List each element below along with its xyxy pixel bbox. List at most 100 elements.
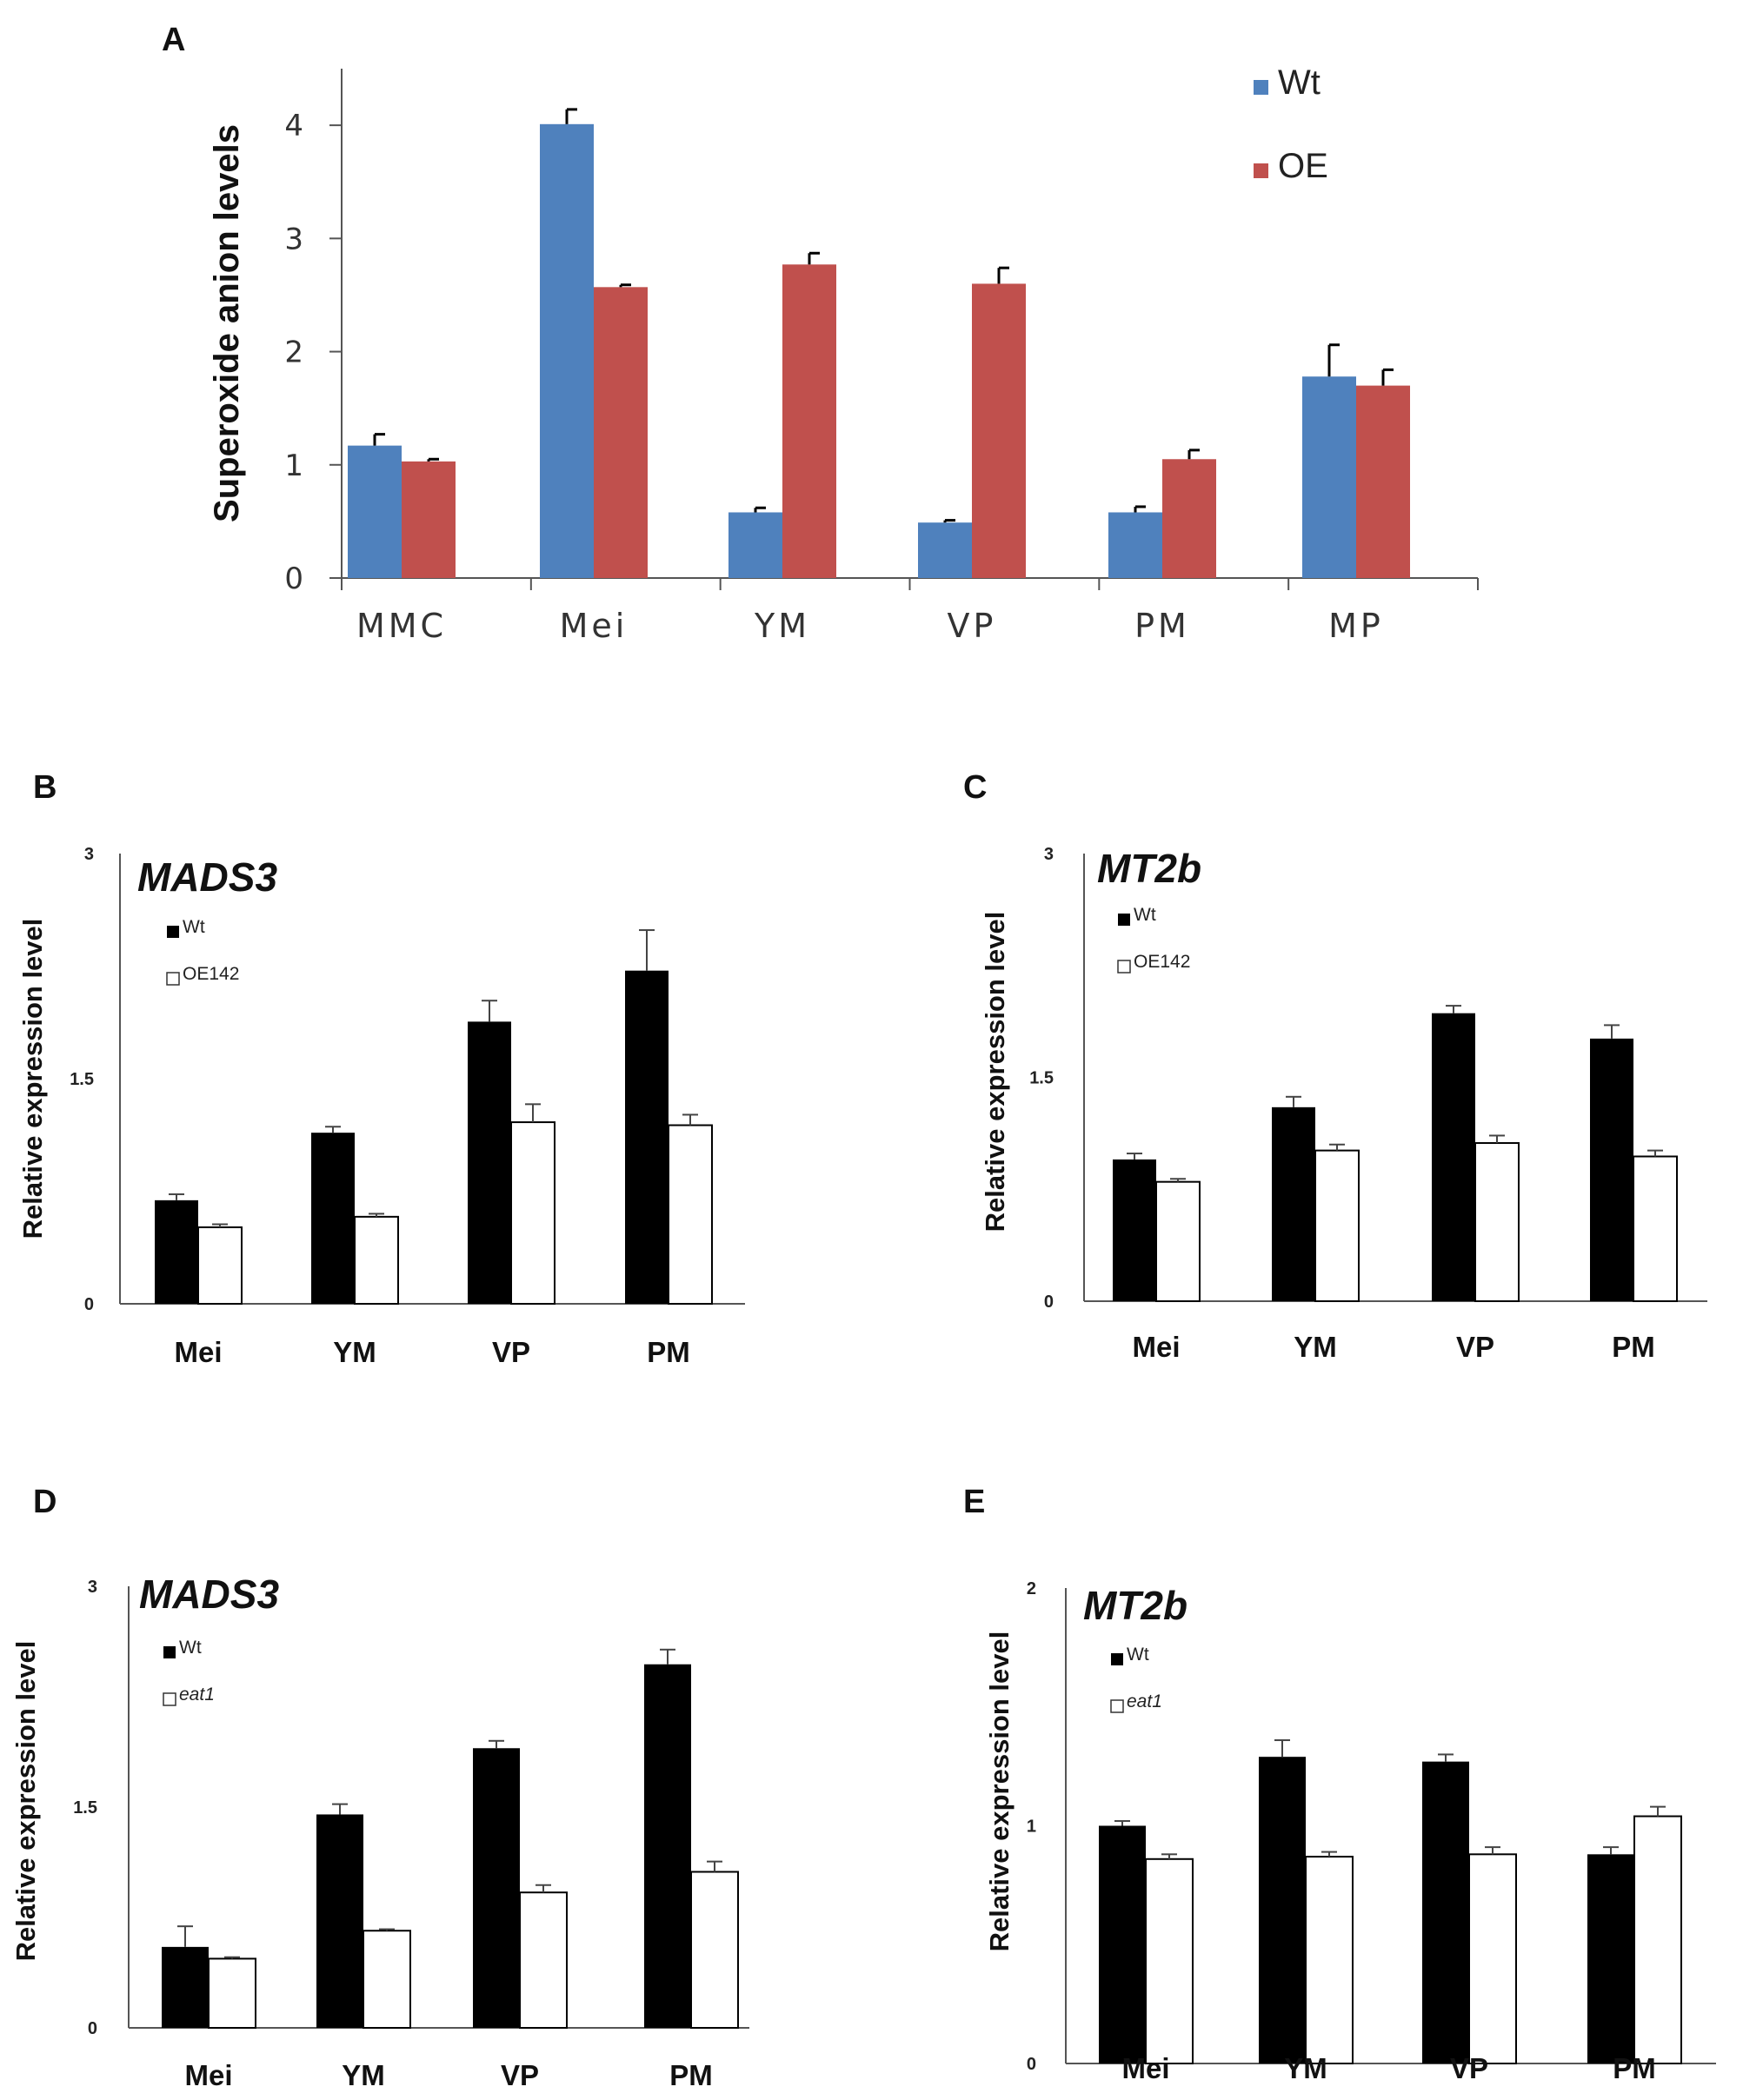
- legend-label-wt: Wt: [179, 1638, 202, 1658]
- panel-letter: C: [963, 769, 987, 806]
- bar-oe142-mei: [197, 1226, 243, 1305]
- bar-wt-vp: [468, 1021, 511, 1304]
- x-tick-label: MMC: [356, 607, 447, 645]
- chart-panel-a: A 0 1 2 3 4 Superoxide anion levels MMC Mei YM VP P…: [162, 22, 1479, 645]
- chart-panel-e: E 0 1 2 Relative expression level MT2b Mei YM VP…: [963, 1484, 1716, 2084]
- y-tick-label: 0: [84, 1295, 94, 1314]
- x-tick-label: PM: [1612, 1331, 1655, 1363]
- bar-eat1-mei: [1145, 1857, 1194, 2065]
- bar-wt-pm: [644, 1664, 691, 2028]
- bar-oe-pm: [1162, 459, 1216, 578]
- legend-swatch-oe: [1254, 163, 1268, 178]
- x-tick-label: YM: [1294, 1331, 1337, 1363]
- bar-wt-pm: [1587, 1854, 1634, 2063]
- x-tick-label: Mei: [174, 1336, 222, 1368]
- legend-label-wt: Wt: [1127, 1645, 1149, 1665]
- bar-wt-ym: [311, 1133, 355, 1304]
- y-axis-label: Relative expression level: [10, 1641, 41, 1962]
- legend-label-eat1: eat1: [179, 1685, 215, 1705]
- gene-label: MADS3: [137, 854, 277, 900]
- bar-wt-vp: [918, 522, 972, 578]
- bar-oe-ym: [782, 264, 836, 578]
- x-tick-label: PM: [669, 2059, 713, 2091]
- x-tick-label: VP: [501, 2059, 539, 2091]
- gene-label: MADS3: [139, 1572, 279, 1617]
- x-tick-label: VP: [948, 607, 997, 645]
- y-tick-label: 4: [284, 109, 303, 143]
- bar-wt-pm: [625, 970, 669, 1304]
- y-tick-label: 1: [284, 449, 303, 483]
- panel-letter: D: [33, 1484, 57, 1520]
- bar-wt-ym: [728, 512, 782, 578]
- bar-wt-mp: [1302, 376, 1356, 578]
- legend-swatch-oe142: [1117, 960, 1131, 974]
- x-tick-label: YM: [754, 607, 810, 645]
- x-tick-label: MP: [1328, 607, 1384, 645]
- y-axis-label: Relative expression level: [980, 912, 1010, 1233]
- y-axis-label: Relative expression level: [17, 919, 48, 1239]
- y-tick-label: 1.5: [70, 1070, 94, 1089]
- bar-oe142-ym: [354, 1215, 399, 1306]
- bar-oe142-ym: [1314, 1149, 1360, 1303]
- x-tick-label: VP: [1450, 2052, 1488, 2084]
- y-tick-label: 3: [284, 222, 303, 256]
- legend-swatch-wt: [1111, 1653, 1123, 1665]
- x-tick-label: PM: [647, 1336, 690, 1368]
- x-tick-label: VP: [492, 1336, 530, 1368]
- legend-swatch-oe142: [166, 972, 180, 986]
- y-tick-label: 1.5: [73, 1798, 97, 1818]
- panel-letter: E: [963, 1484, 985, 1520]
- x-tick-label: Mei: [1121, 2052, 1169, 2084]
- bar-oe142-pm: [668, 1124, 713, 1305]
- y-axis-label: Superoxide anion levels: [208, 124, 246, 522]
- y-tick-label: 0: [88, 2019, 97, 2038]
- legend-label-wt: Wt: [183, 917, 205, 937]
- legend-label-wt: Wt: [1278, 63, 1321, 102]
- bar-wt-mei: [155, 1200, 198, 1304]
- bar-eat1-pm: [690, 1871, 739, 2029]
- bar-wt-ym: [316, 1814, 363, 2028]
- bar-eat1-vp: [1468, 1853, 1517, 2065]
- bar-wt-vp: [1432, 1013, 1475, 1301]
- gene-label: MT2b: [1083, 1583, 1188, 1628]
- bar-wt-mei: [540, 123, 594, 578]
- x-tick-label: YM: [342, 2059, 385, 2091]
- y-tick-label: 0: [284, 562, 303, 596]
- y-axis-label: Relative expression level: [984, 1631, 1015, 1952]
- bar-oe142-vp: [510, 1121, 555, 1306]
- bar-wt-mei: [1113, 1159, 1156, 1301]
- bar-wt-vp: [1422, 1761, 1469, 2063]
- bar-eat1-ym: [363, 1930, 411, 2029]
- y-tick-label: 0: [1027, 2055, 1036, 2074]
- legend-label-oe: OE: [1278, 147, 1328, 185]
- panel-letter: A: [162, 22, 185, 58]
- bar-eat1-mei: [208, 1957, 256, 2029]
- bar-oe-mmc: [402, 461, 456, 578]
- y-tick-label: 1.5: [1029, 1069, 1054, 1088]
- legend-label-eat1: eat1: [1127, 1691, 1162, 1711]
- bar-wt-pm: [1108, 512, 1162, 578]
- y-tick-label: 2: [284, 336, 303, 370]
- chart-panel-d: D 0 1.5 3 Relative expression level MADS3 Mei Y…: [10, 1484, 749, 2091]
- bar-eat1-vp: [519, 1891, 568, 2030]
- y-tick-label: 2: [1027, 1579, 1036, 1598]
- bar-oe-vp: [972, 283, 1026, 578]
- bar-oe142-pm: [1633, 1155, 1678, 1302]
- x-tick-label: PM: [1134, 607, 1190, 645]
- x-tick-label: YM: [1284, 2052, 1327, 2084]
- x-tick-label: YM: [333, 1336, 376, 1368]
- legend-swatch-wt: [163, 1646, 176, 1658]
- x-tick-label: Mei: [184, 2059, 232, 2091]
- legend-label-oe142: OE142: [183, 964, 239, 984]
- legend-swatch-wt: [1254, 80, 1268, 95]
- bar-wt-pm: [1590, 1038, 1633, 1301]
- bar-eat1-pm: [1633, 1815, 1682, 2065]
- gene-label: MT2b: [1097, 846, 1201, 891]
- y-tick-label: 0: [1044, 1293, 1054, 1312]
- bar-wt-mmc: [348, 445, 402, 578]
- legend-swatch-wt: [1118, 914, 1130, 926]
- bar-wt-mei: [162, 1946, 209, 2028]
- bar-eat1-ym: [1305, 1856, 1354, 2064]
- bar-wt-ym: [1259, 1757, 1306, 2063]
- y-tick-label: 3: [88, 1578, 97, 1597]
